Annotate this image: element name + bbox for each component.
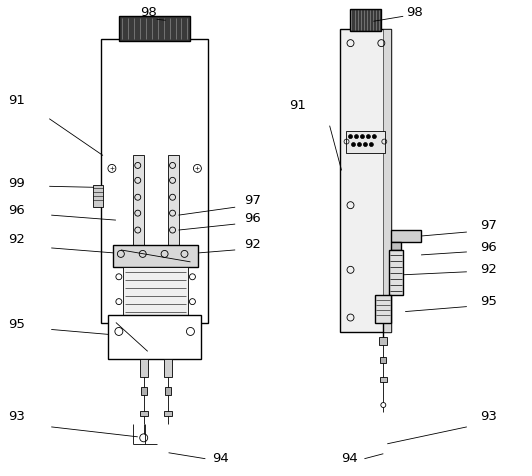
Bar <box>345 130 385 152</box>
Bar <box>384 29 391 332</box>
Circle shape <box>369 142 373 147</box>
Bar <box>101 39 209 323</box>
Text: 92: 92 <box>8 234 25 247</box>
Bar <box>113 245 198 267</box>
Text: 95: 95 <box>480 295 497 308</box>
Bar <box>108 315 202 359</box>
Bar <box>133 156 144 250</box>
Bar <box>140 359 148 377</box>
Bar <box>380 357 386 363</box>
Text: 93: 93 <box>480 410 497 424</box>
Text: 94: 94 <box>341 452 358 465</box>
Bar <box>379 337 387 346</box>
Circle shape <box>358 142 361 147</box>
Text: 94: 94 <box>212 452 229 465</box>
Text: 95: 95 <box>8 318 25 331</box>
Text: 92: 92 <box>244 238 261 251</box>
Bar <box>164 387 171 395</box>
Text: 98: 98 <box>406 6 422 19</box>
Bar <box>391 230 421 242</box>
Bar <box>380 377 387 382</box>
Bar <box>123 267 188 315</box>
Text: 97: 97 <box>480 218 497 232</box>
Bar <box>168 156 179 250</box>
Circle shape <box>367 135 370 139</box>
Text: 92: 92 <box>480 263 497 276</box>
Bar <box>93 185 103 207</box>
Circle shape <box>352 142 355 147</box>
Bar <box>119 16 190 41</box>
Bar <box>350 10 381 31</box>
Circle shape <box>372 135 376 139</box>
Text: 97: 97 <box>244 194 261 207</box>
Text: 93: 93 <box>8 410 25 424</box>
Bar <box>140 411 148 416</box>
Text: 91: 91 <box>289 99 306 112</box>
Bar <box>376 295 391 323</box>
Bar <box>391 242 401 250</box>
Bar <box>141 387 147 395</box>
Bar <box>339 29 391 332</box>
Text: 91: 91 <box>8 94 25 107</box>
Bar <box>164 359 171 377</box>
Circle shape <box>354 135 359 139</box>
Text: 96: 96 <box>8 204 25 217</box>
Circle shape <box>361 135 364 139</box>
Text: 98: 98 <box>140 6 157 19</box>
Text: 96: 96 <box>244 212 261 225</box>
Text: 96: 96 <box>480 241 497 255</box>
Circle shape <box>363 142 368 147</box>
Bar <box>389 250 403 295</box>
Text: 99: 99 <box>8 177 25 190</box>
Bar <box>164 411 171 416</box>
Circle shape <box>348 135 353 139</box>
